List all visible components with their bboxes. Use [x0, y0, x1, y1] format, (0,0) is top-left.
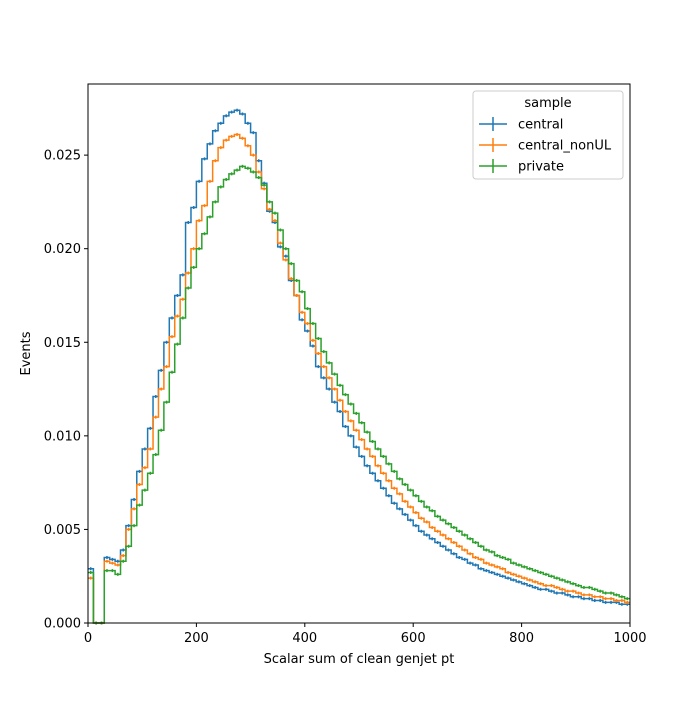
y-tick-label-2: 0.010: [44, 429, 81, 444]
series-line-central: [88, 109, 630, 624]
plot-frame: [87, 83, 631, 624]
series-central_nonUL: [88, 133, 630, 625]
x-axis-label: Scalar sum of clean genjet pt: [264, 652, 455, 667]
y-axis-label: Events: [19, 331, 34, 375]
y-tick-label-1: 0.005: [44, 523, 81, 538]
legend-label-private: private: [518, 160, 564, 175]
x-tick-label-5: 1000: [613, 631, 646, 646]
x-tick-label-3: 600: [401, 631, 426, 646]
x-tick-label-2: 400: [292, 631, 317, 646]
series-private: [88, 164, 630, 625]
y-tick-label-0: 0.000: [44, 617, 81, 632]
legend-title: sample: [524, 96, 571, 111]
series-line-central_nonUL: [88, 133, 630, 624]
legend-item-private: private: [479, 159, 564, 175]
x-tick-label-0: 0: [84, 631, 92, 646]
y-tick-label-5: 0.025: [44, 149, 81, 164]
x-tick-label-4: 800: [509, 631, 534, 646]
legend-label-central: central: [518, 118, 563, 133]
legend-item-central: central: [479, 117, 563, 133]
legend-item-central_nonUL: central_nonUL: [479, 138, 612, 154]
legend-box: [472, 90, 624, 180]
x-tick-label-1: 200: [184, 631, 209, 646]
y-axis: 0.000 0.005 0.010 0.015 0.020 0.025: [44, 149, 88, 632]
y-tick-label-3: 0.015: [44, 336, 81, 351]
legend-label-central_nonUL: central_nonUL: [518, 139, 612, 154]
x-axis: 0 200 400 600 800 1000: [84, 623, 647, 646]
series-layer: [88, 108, 630, 625]
y-tick-label-4: 0.020: [44, 242, 81, 257]
